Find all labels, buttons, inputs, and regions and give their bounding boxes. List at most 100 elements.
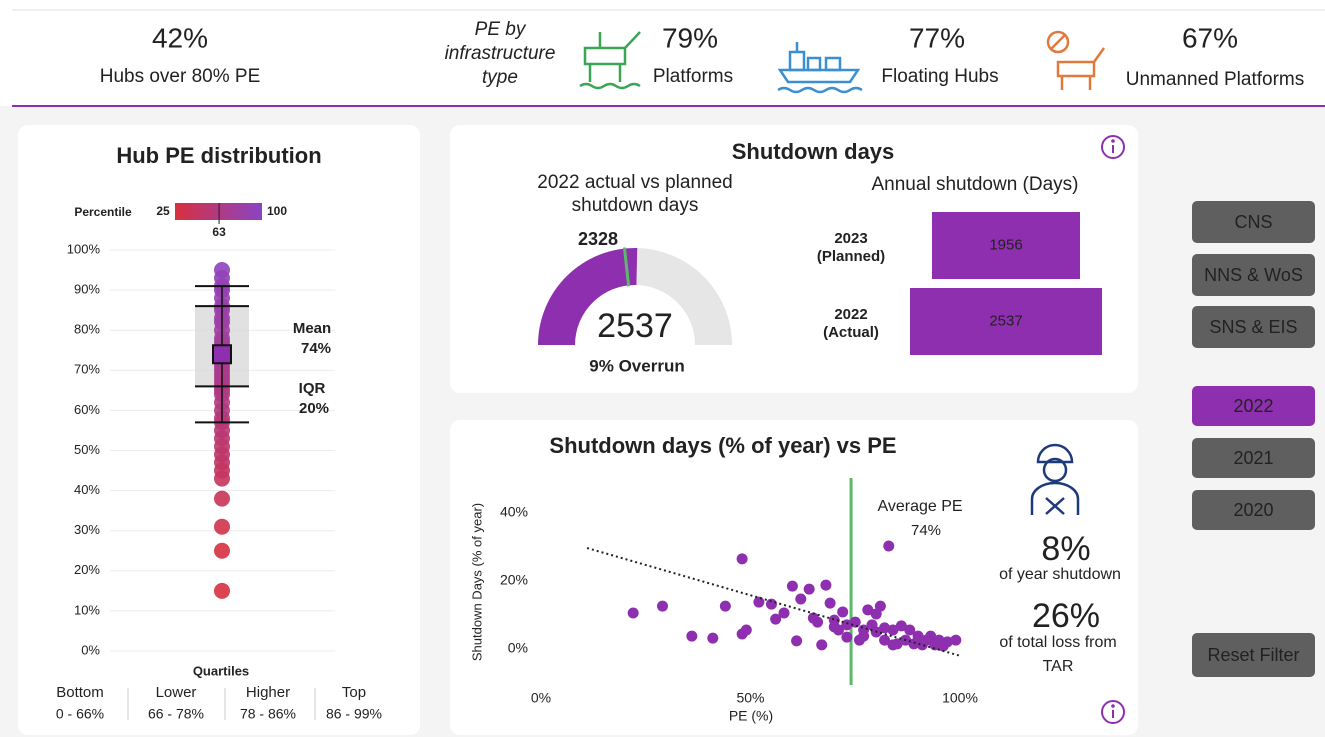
target-label: 2328 <box>578 229 618 249</box>
reference-label: Average PE <box>877 498 962 515</box>
data-point <box>214 542 230 559</box>
y-tick-label: 100% <box>67 241 101 256</box>
mean-label: Mean <box>293 320 331 337</box>
data-point <box>832 624 844 636</box>
button-label: CNS <box>1234 212 1272 232</box>
data-point <box>858 630 870 642</box>
data-point <box>214 582 230 599</box>
data-point <box>795 593 807 605</box>
bar-value-label: 2537 <box>989 312 1022 329</box>
kpi-value: 79% <box>662 22 718 53</box>
data-point <box>874 600 886 612</box>
reference-value: 74% <box>911 522 941 539</box>
y-tick-label: 90% <box>74 282 100 297</box>
annotation: 9% Overrun <box>589 356 684 375</box>
legend-max: 100 <box>267 204 287 218</box>
y-tick-label: 40% <box>74 482 100 497</box>
y-tick-label: 50% <box>74 442 100 457</box>
kpi-label: Platforms <box>653 66 733 87</box>
data-point <box>627 607 639 619</box>
info-icon[interactable] <box>1101 700 1125 724</box>
data-point <box>214 518 230 535</box>
x-tick-label: 50% <box>736 690 764 706</box>
y-tick-label: 2023 <box>834 230 867 247</box>
button-bg <box>1192 201 1315 243</box>
filter-button[interactable]: SNS & EIS <box>1192 306 1315 348</box>
y-tick-label: 20% <box>500 572 528 588</box>
kpi-label: Hubs over 80% PE <box>100 66 261 87</box>
kpi-label: Unmanned Platforms <box>1126 69 1304 90</box>
floating-hub-icon <box>777 42 863 94</box>
y-tick-label: 70% <box>74 362 100 377</box>
mean-marker <box>212 344 232 365</box>
data-point <box>786 580 798 592</box>
data-point <box>841 631 853 643</box>
data-point <box>657 600 669 612</box>
y-tick-label: 10% <box>74 602 100 617</box>
data-point <box>803 583 815 595</box>
chart-subtitle: 2022 actual vs planned <box>537 172 732 193</box>
filter-button[interactable]: 2021 <box>1192 438 1315 478</box>
section-title: PE by <box>475 19 527 40</box>
data-point <box>765 598 777 610</box>
kpi-label: Floating Hubs <box>881 66 998 87</box>
data-point <box>828 614 840 626</box>
gauge-target <box>622 247 631 287</box>
quartile-range: 66 - 78% <box>148 706 204 722</box>
chart-title: Hub PE distribution <box>116 143 321 168</box>
y-tick-label: 0% <box>508 640 528 656</box>
data-point <box>883 540 895 552</box>
section-title: type <box>482 67 518 88</box>
chart-title: Shutdown days (% of year) vs PE <box>549 433 896 458</box>
data-point <box>791 635 803 647</box>
filter-button[interactable]: 2020 <box>1192 490 1315 530</box>
info-icon[interactable] <box>1101 135 1125 159</box>
legend-min: 25 <box>156 204 170 218</box>
x-tick-label: 0% <box>531 690 551 706</box>
bar-value-label: 1956 <box>989 236 1022 253</box>
color-scale <box>175 203 262 220</box>
filter-button[interactable]: Reset Filter <box>1192 633 1315 677</box>
worker-icon <box>1030 443 1080 515</box>
y-axis-label: Shutdown Days (% of year) <box>469 503 484 661</box>
data-point <box>912 630 924 642</box>
y-tick-label: 40% <box>500 504 528 520</box>
button-bg <box>1192 386 1315 426</box>
button-bg <box>1192 254 1315 296</box>
button-bg <box>1192 306 1315 348</box>
mean-value: 74% <box>301 340 331 357</box>
summary-value: 8% <box>1041 530 1090 568</box>
filter-button[interactable]: NNS & WoS <box>1192 254 1315 296</box>
quartile-name: Higher <box>246 684 290 701</box>
quartile-name: Bottom <box>56 684 104 701</box>
button-label: Reset Filter <box>1207 645 1299 665</box>
data-point <box>941 636 953 648</box>
button-label: SNS & EIS <box>1209 317 1297 337</box>
data-point <box>950 634 962 646</box>
button-label: NNS & WoS <box>1204 265 1303 285</box>
card <box>450 420 1138 735</box>
quartile-name: Lower <box>156 684 197 701</box>
unmanned-platform-icon <box>1046 30 1106 90</box>
data-point <box>849 616 861 628</box>
kpi-value: 67% <box>1182 22 1238 53</box>
gauge-value-label: 2537 <box>597 307 673 345</box>
filter-button[interactable]: CNS <box>1192 201 1315 243</box>
data-point <box>686 630 698 642</box>
legend-marker-label: 63 <box>212 225 226 239</box>
button-bg <box>1192 490 1315 530</box>
button-label: 2020 <box>1233 500 1273 520</box>
bar <box>931 212 1081 279</box>
data-point <box>841 619 853 631</box>
data-point <box>837 606 849 618</box>
chart-title: Shutdown days <box>732 139 895 164</box>
data-point <box>891 638 903 650</box>
quartile-range: 0 - 66% <box>56 706 104 722</box>
button-bg <box>1192 438 1315 478</box>
data-point <box>778 607 790 619</box>
quartile-range: 86 - 99% <box>326 706 382 722</box>
y-tick-label: 80% <box>74 322 100 337</box>
filter-button[interactable]: 2022 <box>1192 386 1315 426</box>
x-tick-label: 100% <box>942 690 978 706</box>
